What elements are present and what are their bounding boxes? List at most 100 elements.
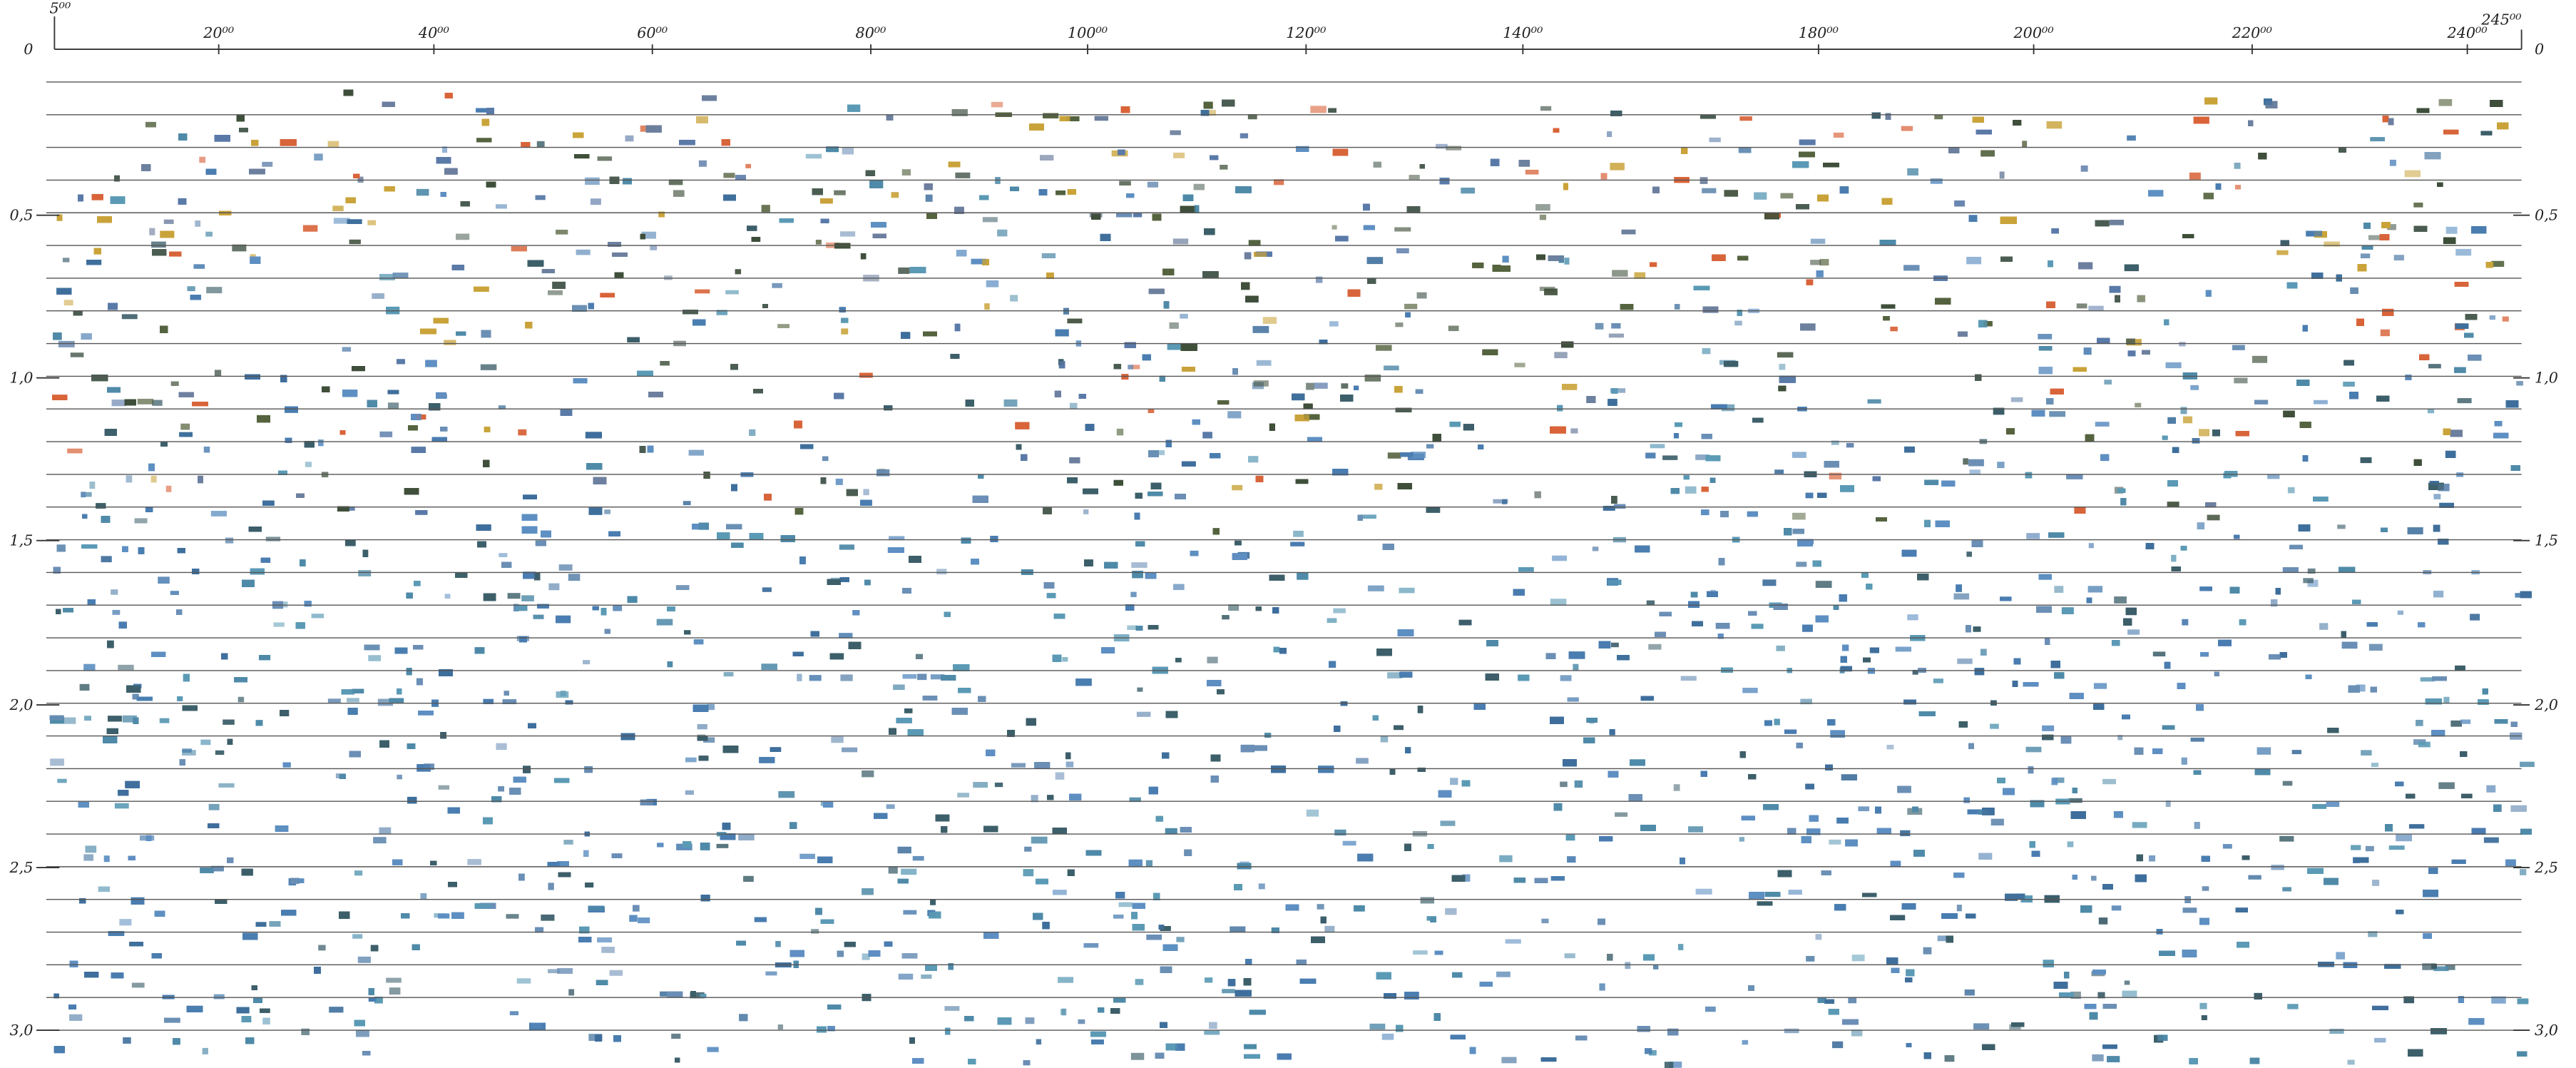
seismic-trace: [597, 937, 612, 942]
seismic-trace: [2197, 522, 2205, 529]
seismic-trace: [660, 361, 670, 365]
seismic-trace: [1062, 657, 1068, 661]
seismic-trace: [1205, 977, 1212, 982]
seismic-trace: [2396, 835, 2412, 841]
seismic-trace: [1252, 326, 1269, 333]
seismic-trace: [1990, 724, 1999, 729]
seismic-trace: [1829, 473, 1842, 479]
seismic-trace: [225, 538, 233, 544]
seismic-trace: [842, 148, 854, 154]
seismic-trace: [1409, 175, 1420, 180]
seismic-trace: [388, 402, 399, 409]
seismic-trace: [1070, 403, 1078, 409]
seismic-trace: [1754, 192, 1767, 199]
seismic-trace: [2088, 306, 2103, 311]
seismic-trace: [1011, 763, 1026, 768]
seismic-trace: [305, 462, 312, 467]
seismic-trace: [541, 915, 554, 921]
seismic-trace: [2424, 152, 2440, 159]
seismic-trace: [1540, 287, 1555, 291]
seismic-trace: [1688, 826, 1703, 833]
seismic-trace: [199, 157, 205, 163]
seismic-trace: [1997, 462, 2004, 468]
seismic-trace: [1446, 146, 1461, 151]
seismic-trace: [354, 870, 362, 875]
seismic-trace: [1173, 238, 1188, 244]
seismic-trace: [521, 595, 534, 601]
seismic-trace: [262, 1018, 270, 1024]
seismic-trace: [902, 953, 918, 959]
seismic-trace: [1796, 561, 1806, 566]
seismic-trace: [2092, 1054, 2103, 1062]
seismic-trace: [1240, 133, 1248, 138]
seismic-trace: [2428, 409, 2434, 413]
seismic-trace: [1540, 215, 1546, 220]
seismic-trace: [517, 978, 531, 983]
seismic-trace: [1953, 594, 1969, 600]
seismic-trace: [1382, 1034, 1394, 1040]
seismic-trace: [926, 195, 933, 202]
seismic-trace: [797, 673, 802, 681]
seismic-trace: [1901, 126, 1913, 131]
seismic-trace: [831, 736, 844, 743]
seismic-trace: [1327, 618, 1337, 623]
seismic-trace: [1933, 678, 1943, 683]
seismic-trace: [71, 352, 84, 357]
seismic-trace: [1665, 1062, 1673, 1068]
seismic-trace: [218, 783, 234, 788]
seismic-trace: [1612, 270, 1627, 276]
seismic-trace: [238, 697, 245, 703]
seismic-trace: [1254, 380, 1269, 387]
seismic-trace: [111, 589, 118, 595]
seismic-trace: [1310, 106, 1327, 113]
seismic-trace: [1399, 588, 1414, 594]
seismic-trace: [1662, 455, 1677, 459]
seismic-trace: [2292, 750, 2301, 754]
seismic-trace: [2127, 629, 2140, 634]
seismic-trace: [126, 475, 133, 482]
seismic-trace: [2329, 1029, 2344, 1034]
seismic-trace: [1332, 225, 1336, 230]
seismic-trace: [262, 162, 272, 167]
seismic-trace: [601, 947, 615, 953]
seismic-trace: [332, 205, 343, 211]
seismic-trace: [1811, 239, 1825, 244]
seismic-trace: [584, 766, 593, 773]
seismic-trace: [373, 837, 386, 843]
seismic-trace: [2408, 527, 2423, 534]
seismic-trace: [842, 748, 857, 753]
seismic-trace: [1647, 601, 1655, 606]
seismic-trace: [2094, 683, 2107, 688]
seismic-trace: [1367, 257, 1384, 264]
seismic-trace: [2192, 438, 2200, 444]
seismic-trace: [836, 479, 843, 485]
seismic-trace: [2276, 250, 2288, 255]
seismic-trace: [112, 400, 126, 406]
seismic-trace: [697, 724, 707, 729]
seismic-trace: [1709, 138, 1721, 142]
seismic-trace: [151, 476, 157, 483]
seismic-trace: [2026, 747, 2042, 753]
seismic-trace: [2438, 782, 2455, 788]
seismic-trace: [1056, 772, 1065, 779]
seismic-trace: [913, 856, 924, 860]
seismic-trace: [1058, 977, 1073, 982]
seismic-trace: [2167, 502, 2179, 507]
seismic-trace: [1841, 774, 1857, 780]
seismic-trace: [2486, 785, 2495, 793]
seismic-trace: [1816, 934, 1822, 940]
seismic-trace: [689, 450, 704, 456]
seismic-trace: [2347, 1059, 2354, 1064]
seismic-trace: [1724, 190, 1738, 196]
seismic-trace: [358, 957, 371, 963]
seismic-trace: [1552, 556, 1567, 561]
seismic-trace: [356, 1029, 369, 1037]
seismic-trace: [2081, 166, 2088, 172]
seismic-trace: [557, 968, 573, 974]
seismic-trace: [863, 489, 869, 495]
seismic-trace: [2470, 614, 2480, 620]
seismic-trace: [1499, 855, 1512, 863]
seismic-trace: [209, 804, 220, 810]
seismic-trace: [1131, 562, 1147, 568]
seismic-trace: [1333, 609, 1346, 614]
